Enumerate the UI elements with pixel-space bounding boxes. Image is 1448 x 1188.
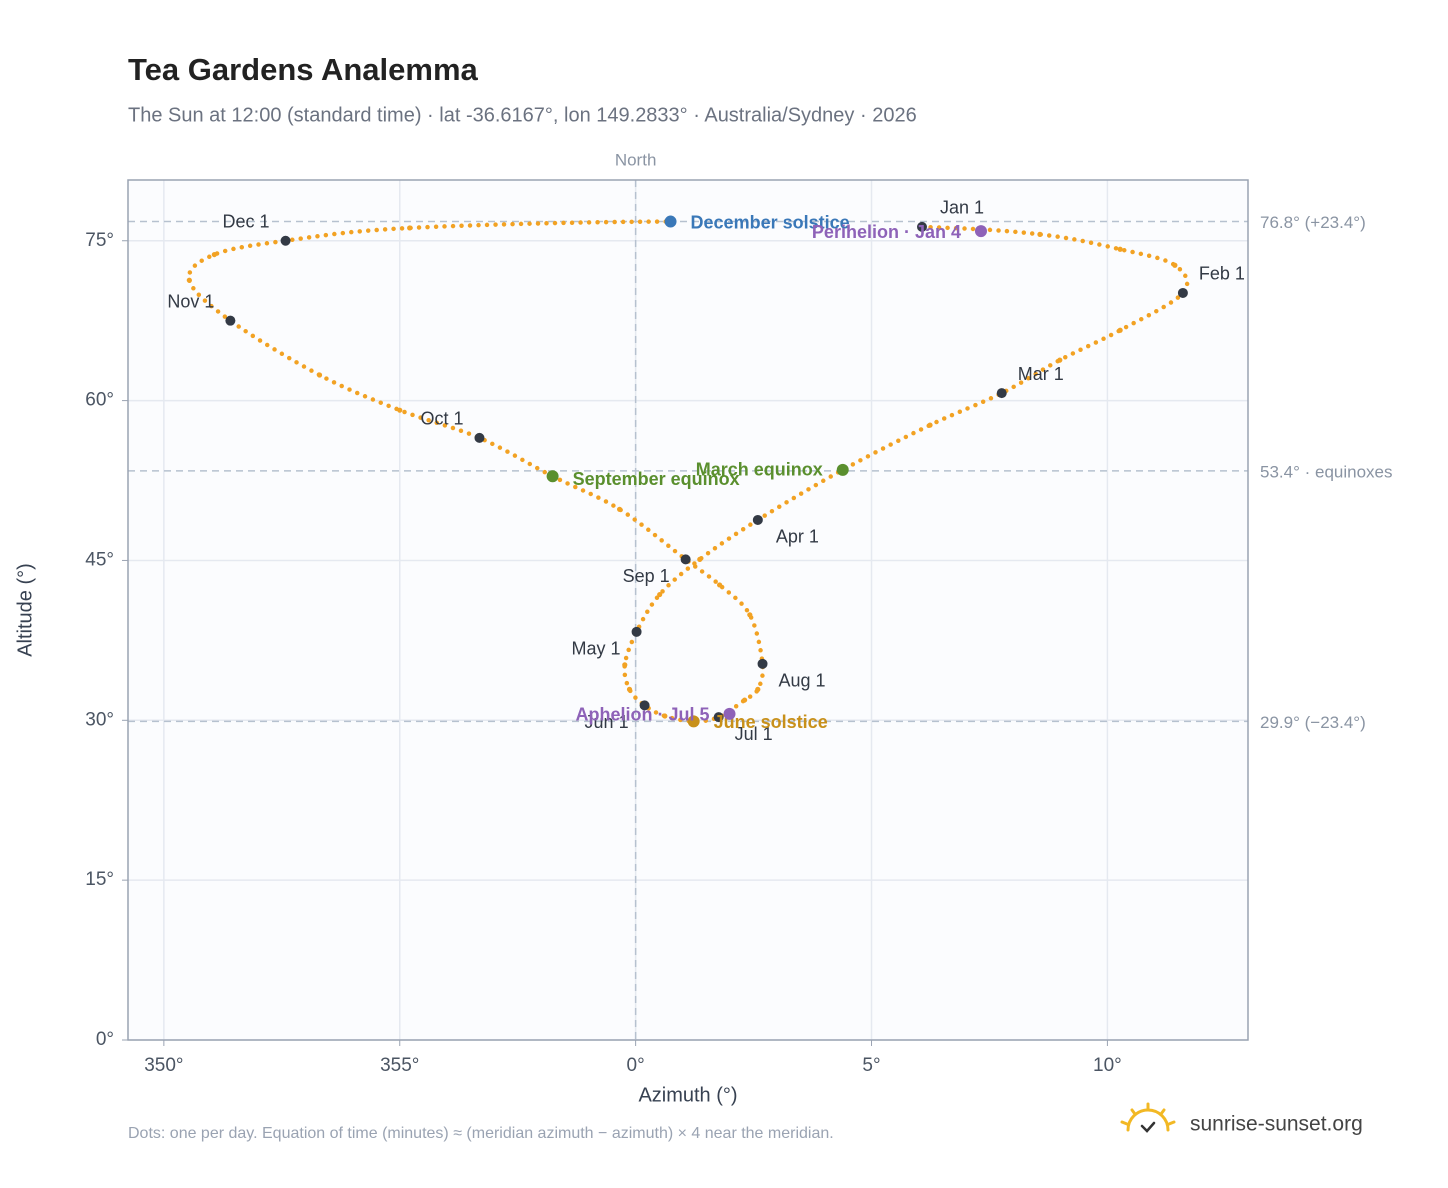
event-marker — [723, 707, 736, 720]
x-tick-label: 350° — [144, 1055, 183, 1076]
day-dot — [927, 422, 933, 428]
event-marker — [974, 225, 987, 238]
reference-label: 76.8° (+23.4°) — [1260, 213, 1366, 232]
event-label: Aphelion · Jul 5 — [576, 705, 710, 725]
reference-label: 29.9° (−23.4°) — [1260, 713, 1366, 732]
chart-subtitle: The Sun at 12:00 (standard time) · lat -… — [128, 104, 917, 126]
month-label: Feb 1 — [1199, 264, 1245, 284]
month-marker — [280, 235, 291, 246]
day-dot — [397, 407, 403, 413]
event-label: June solstice — [714, 712, 828, 732]
event-label: March equinox — [696, 460, 823, 480]
day-dot — [747, 612, 753, 618]
month-label: Mar 1 — [1018, 364, 1064, 384]
day-dot — [755, 686, 761, 692]
y-tick-label: 60° — [85, 390, 114, 411]
month-label: Sep 1 — [623, 566, 670, 586]
day-dot — [616, 506, 623, 512]
month-label: Dec 1 — [223, 211, 270, 231]
day-dot — [407, 225, 413, 231]
month-marker — [225, 315, 236, 326]
day-dot — [316, 372, 323, 378]
month-label: Nov 1 — [167, 291, 214, 311]
x-axis-label: Azimuth (°) — [638, 1084, 737, 1106]
event-marker — [836, 463, 849, 476]
event-label: December solstice — [691, 212, 850, 232]
x-tick-label: 5° — [862, 1055, 880, 1076]
day-dot — [657, 591, 663, 598]
plot-frame — [127, 179, 1249, 1041]
event-label: Perihelion · Jan 4 — [812, 222, 961, 242]
event-marker — [687, 715, 700, 728]
brand: sunrise-sunset.org — [1190, 1113, 1363, 1136]
day-dot — [622, 662, 628, 668]
day-dot — [1172, 262, 1178, 268]
month-marker — [917, 221, 928, 232]
marks: Jan 1 Feb 1 Mar 1 Apr 1 May 1 Jun 1 Jul 1 Aug 1… — [167, 198, 1245, 744]
month-label: Jan 1 — [940, 198, 984, 218]
month-marker — [757, 658, 768, 669]
month-marker — [474, 432, 485, 443]
reference-label: 53.4° · equinoxes — [1260, 462, 1393, 481]
x-tick-label: 355° — [380, 1055, 419, 1076]
month-marker — [713, 712, 724, 723]
day-dot — [717, 582, 723, 588]
month-marker — [1177, 287, 1188, 298]
month-label: Jul 1 — [735, 724, 773, 744]
month-marker — [639, 700, 650, 711]
reference-lines — [128, 180, 1248, 1040]
day-dot — [1117, 246, 1123, 252]
day-dot — [742, 697, 748, 703]
month-marker — [680, 554, 691, 565]
month-label: Aug 1 — [779, 671, 826, 691]
day-dot — [1117, 327, 1123, 333]
day-dot — [662, 713, 668, 719]
event-label: September equinox — [573, 469, 740, 489]
day-dot — [1037, 231, 1043, 237]
x-tick-label: 0° — [627, 1055, 645, 1076]
day-dot — [211, 251, 217, 258]
plot-area — [128, 180, 1248, 1040]
meridian-label: North — [615, 150, 657, 169]
day-dot — [186, 277, 192, 283]
y-tick-label: 0° — [96, 1029, 114, 1050]
day-dot — [1057, 357, 1063, 363]
event-marker — [546, 470, 559, 483]
y-tick-label: 30° — [85, 709, 114, 730]
y-tick-label: 15° — [85, 869, 114, 890]
month-label: Apr 1 — [776, 527, 819, 547]
y-tick-label: 75° — [85, 230, 114, 251]
event-marker — [664, 215, 677, 228]
month-marker — [631, 626, 642, 637]
chart-title: Tea Gardens Analemma — [128, 52, 479, 87]
month-marker — [752, 514, 763, 525]
x-tick-label: 10° — [1093, 1055, 1122, 1076]
month-label: Jun 1 — [585, 712, 629, 732]
day-dot — [626, 686, 633, 692]
day-dot — [697, 556, 703, 562]
month-label: May 1 — [572, 639, 621, 659]
month-marker — [996, 388, 1007, 399]
footnote: Dots: one per day. Equation of time (min… — [128, 1125, 834, 1142]
month-label: Oct 1 — [420, 409, 463, 429]
brand-logo — [1120, 1102, 1176, 1133]
y-tick-label: 45° — [85, 549, 114, 570]
y-axis-label: Altitude (°) — [14, 563, 36, 657]
